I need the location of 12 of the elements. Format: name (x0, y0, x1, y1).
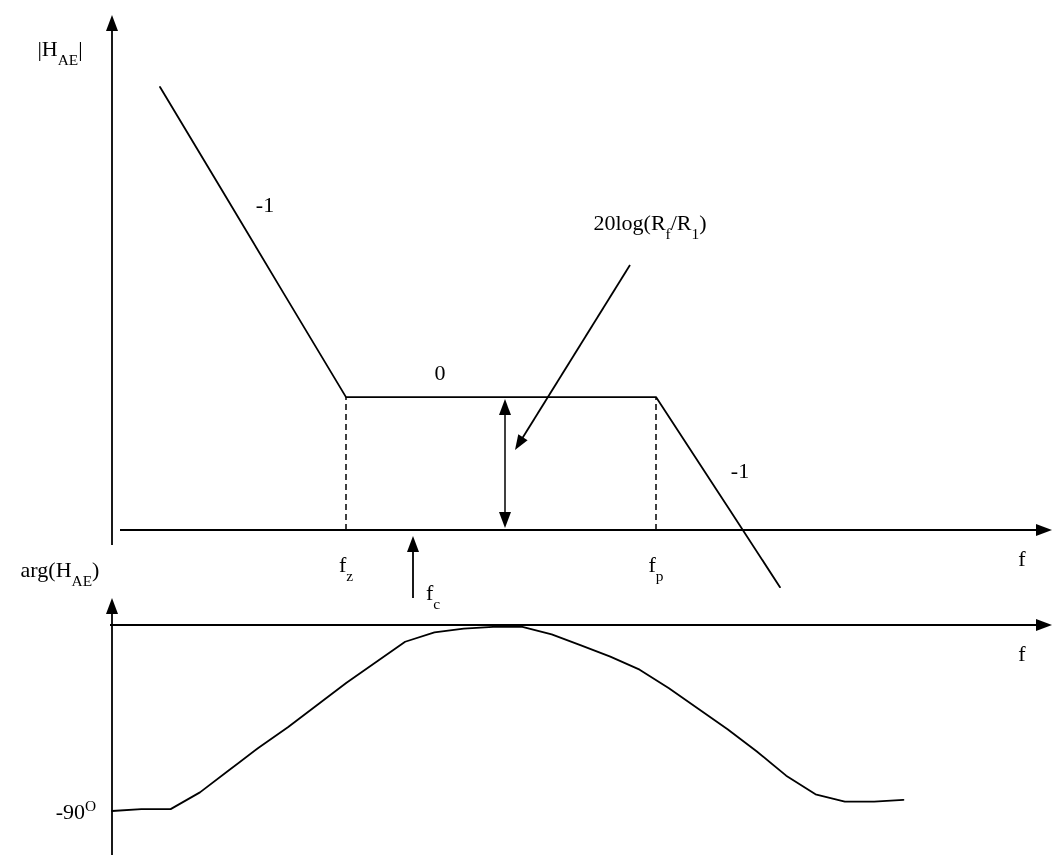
text: -90$^{O}$ (55, 796, 97, 824)
annotation: -1 (255, 192, 275, 217)
x-axis-title: f (1018, 546, 1027, 571)
annotation: 20log(R$_{f}$/R$_{1}$) (593, 210, 707, 242)
x-axis-title: f (1018, 641, 1027, 666)
x-tick-label: f$_{p}$ (648, 552, 664, 584)
y-axis-title: |H$_{AE}$| (37, 36, 83, 68)
annotation: f$_{c}$ (425, 580, 441, 612)
annotation: -1 (730, 458, 750, 483)
annotation: 0 (434, 360, 446, 385)
y-axis-title: arg(H$_{AE}$) (20, 557, 100, 589)
x-tick-label: f$_{z}$ (338, 552, 354, 584)
